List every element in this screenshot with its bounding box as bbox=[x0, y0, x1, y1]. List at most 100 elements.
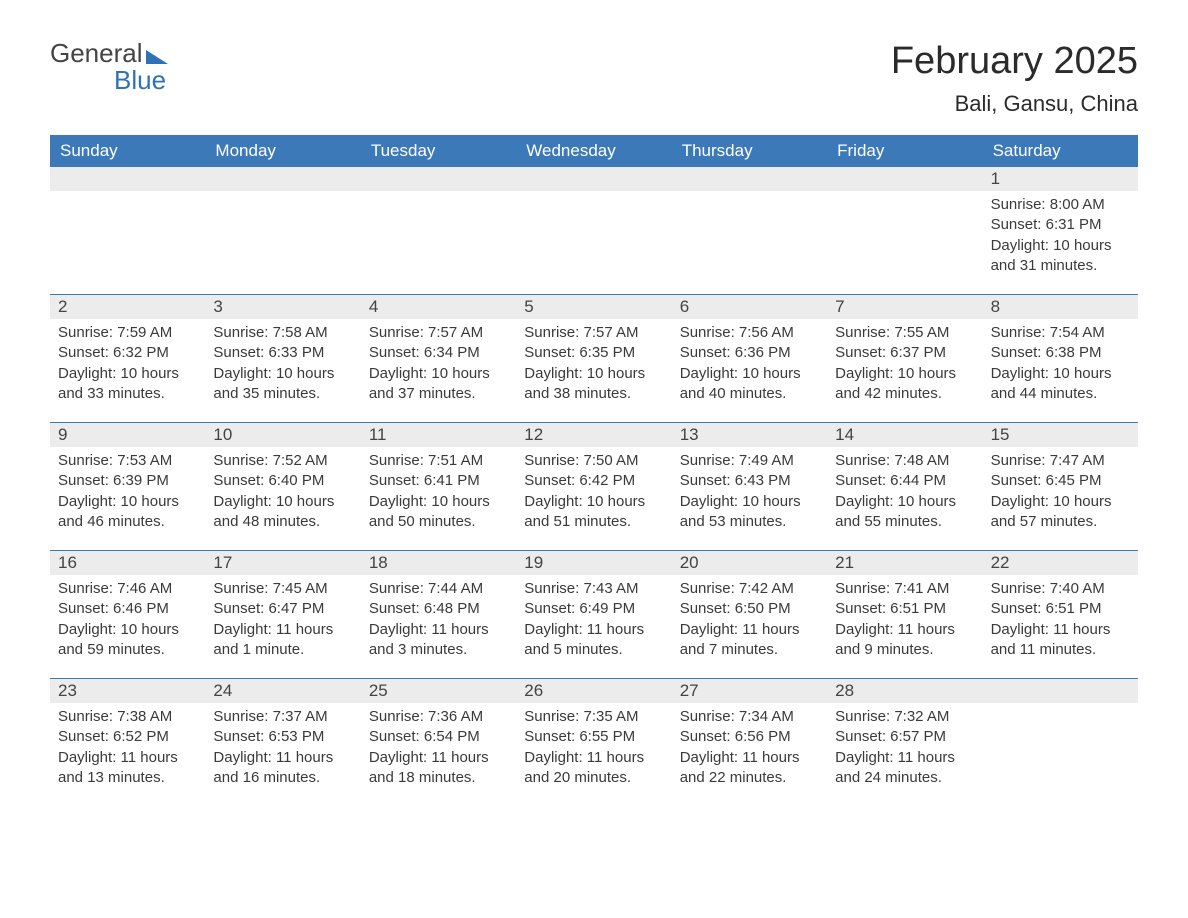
daylight-text: Daylight: 10 hours and 33 minutes. bbox=[58, 364, 197, 405]
day-cell: Sunrise: 7:55 AMSunset: 6:37 PMDaylight:… bbox=[827, 319, 982, 422]
sunrise-text: Sunrise: 7:45 AM bbox=[213, 579, 352, 599]
daylight-text: Daylight: 11 hours and 3 minutes. bbox=[369, 620, 508, 661]
weeks-container: 1Sunrise: 8:00 AMSunset: 6:31 PMDaylight… bbox=[50, 167, 1138, 806]
daylight-text: Daylight: 10 hours and 50 minutes. bbox=[369, 492, 508, 533]
day-number bbox=[983, 679, 1138, 703]
sunset-text: Sunset: 6:49 PM bbox=[524, 599, 663, 619]
sunrise-text: Sunrise: 7:32 AM bbox=[835, 707, 974, 727]
daylight-text: Daylight: 10 hours and 59 minutes. bbox=[58, 620, 197, 661]
day-cell: Sunrise: 7:53 AMSunset: 6:39 PMDaylight:… bbox=[50, 447, 205, 550]
logo-word-2: Blue bbox=[50, 67, 168, 94]
day-number: 3 bbox=[205, 295, 360, 319]
day-number: 6 bbox=[672, 295, 827, 319]
day-cell bbox=[205, 191, 360, 294]
day-cell: Sunrise: 8:00 AMSunset: 6:31 PMDaylight:… bbox=[983, 191, 1138, 294]
daylight-text: Daylight: 10 hours and 35 minutes. bbox=[213, 364, 352, 405]
day-cell: Sunrise: 7:32 AMSunset: 6:57 PMDaylight:… bbox=[827, 703, 982, 806]
day-cell: Sunrise: 7:52 AMSunset: 6:40 PMDaylight:… bbox=[205, 447, 360, 550]
sunrise-text: Sunrise: 7:49 AM bbox=[680, 451, 819, 471]
daylight-text: Daylight: 10 hours and 46 minutes. bbox=[58, 492, 197, 533]
day-cell: Sunrise: 7:47 AMSunset: 6:45 PMDaylight:… bbox=[983, 447, 1138, 550]
day-cell: Sunrise: 7:43 AMSunset: 6:49 PMDaylight:… bbox=[516, 575, 671, 678]
sunrise-text: Sunrise: 7:34 AM bbox=[680, 707, 819, 727]
sunset-text: Sunset: 6:57 PM bbox=[835, 727, 974, 747]
daylight-text: Daylight: 11 hours and 1 minute. bbox=[213, 620, 352, 661]
daylight-text: Daylight: 11 hours and 22 minutes. bbox=[680, 748, 819, 789]
sunset-text: Sunset: 6:45 PM bbox=[991, 471, 1130, 491]
day-cell: Sunrise: 7:58 AMSunset: 6:33 PMDaylight:… bbox=[205, 319, 360, 422]
day-number: 15 bbox=[983, 423, 1138, 447]
day-number: 8 bbox=[983, 295, 1138, 319]
daylight-text: Daylight: 11 hours and 7 minutes. bbox=[680, 620, 819, 661]
day-cell: Sunrise: 7:51 AMSunset: 6:41 PMDaylight:… bbox=[361, 447, 516, 550]
sunset-text: Sunset: 6:34 PM bbox=[369, 343, 508, 363]
day-cell: Sunrise: 7:46 AMSunset: 6:46 PMDaylight:… bbox=[50, 575, 205, 678]
daylight-text: Daylight: 10 hours and 37 minutes. bbox=[369, 364, 508, 405]
day-number: 14 bbox=[827, 423, 982, 447]
sunset-text: Sunset: 6:39 PM bbox=[58, 471, 197, 491]
sunrise-text: Sunrise: 7:40 AM bbox=[991, 579, 1130, 599]
sunset-text: Sunset: 6:56 PM bbox=[680, 727, 819, 747]
body-row: Sunrise: 8:00 AMSunset: 6:31 PMDaylight:… bbox=[50, 191, 1138, 294]
day-number bbox=[827, 167, 982, 191]
sunset-text: Sunset: 6:38 PM bbox=[991, 343, 1130, 363]
week-block: 1Sunrise: 8:00 AMSunset: 6:31 PMDaylight… bbox=[50, 167, 1138, 294]
day-number: 2 bbox=[50, 295, 205, 319]
dayhead-sat: Saturday bbox=[983, 135, 1138, 167]
day-cell: Sunrise: 7:45 AMSunset: 6:47 PMDaylight:… bbox=[205, 575, 360, 678]
daynum-row: 232425262728 bbox=[50, 679, 1138, 703]
day-number: 10 bbox=[205, 423, 360, 447]
day-number bbox=[672, 167, 827, 191]
body-row: Sunrise: 7:53 AMSunset: 6:39 PMDaylight:… bbox=[50, 447, 1138, 550]
sunrise-text: Sunrise: 7:59 AM bbox=[58, 323, 197, 343]
week-block: 232425262728Sunrise: 7:38 AMSunset: 6:52… bbox=[50, 678, 1138, 806]
sunset-text: Sunset: 6:55 PM bbox=[524, 727, 663, 747]
daylight-text: Daylight: 11 hours and 18 minutes. bbox=[369, 748, 508, 789]
day-number: 11 bbox=[361, 423, 516, 447]
sunset-text: Sunset: 6:42 PM bbox=[524, 471, 663, 491]
sunset-text: Sunset: 6:51 PM bbox=[835, 599, 974, 619]
sunset-text: Sunset: 6:36 PM bbox=[680, 343, 819, 363]
day-cell: Sunrise: 7:38 AMSunset: 6:52 PMDaylight:… bbox=[50, 703, 205, 806]
day-cell: Sunrise: 7:44 AMSunset: 6:48 PMDaylight:… bbox=[361, 575, 516, 678]
day-cell: Sunrise: 7:57 AMSunset: 6:35 PMDaylight:… bbox=[516, 319, 671, 422]
daylight-text: Daylight: 11 hours and 13 minutes. bbox=[58, 748, 197, 789]
day-cell: Sunrise: 7:36 AMSunset: 6:54 PMDaylight:… bbox=[361, 703, 516, 806]
day-cell: Sunrise: 7:50 AMSunset: 6:42 PMDaylight:… bbox=[516, 447, 671, 550]
sunrise-text: Sunrise: 7:50 AM bbox=[524, 451, 663, 471]
daynum-row: 9101112131415 bbox=[50, 423, 1138, 447]
sunset-text: Sunset: 6:44 PM bbox=[835, 471, 974, 491]
sunset-text: Sunset: 6:43 PM bbox=[680, 471, 819, 491]
sunset-text: Sunset: 6:32 PM bbox=[58, 343, 197, 363]
logo: General Blue bbox=[50, 40, 168, 95]
day-cell bbox=[50, 191, 205, 294]
day-cell: Sunrise: 7:59 AMSunset: 6:32 PMDaylight:… bbox=[50, 319, 205, 422]
day-number: 9 bbox=[50, 423, 205, 447]
daynum-row: 1 bbox=[50, 167, 1138, 191]
week-block: 16171819202122Sunrise: 7:46 AMSunset: 6:… bbox=[50, 550, 1138, 678]
day-number: 27 bbox=[672, 679, 827, 703]
day-number: 20 bbox=[672, 551, 827, 575]
daylight-text: Daylight: 10 hours and 51 minutes. bbox=[524, 492, 663, 533]
daylight-text: Daylight: 10 hours and 53 minutes. bbox=[680, 492, 819, 533]
sunrise-text: Sunrise: 7:53 AM bbox=[58, 451, 197, 471]
sunset-text: Sunset: 6:33 PM bbox=[213, 343, 352, 363]
day-number: 28 bbox=[827, 679, 982, 703]
day-number: 19 bbox=[516, 551, 671, 575]
sunrise-text: Sunrise: 7:42 AM bbox=[680, 579, 819, 599]
sunrise-text: Sunrise: 7:38 AM bbox=[58, 707, 197, 727]
daylight-text: Daylight: 11 hours and 16 minutes. bbox=[213, 748, 352, 789]
day-number: 1 bbox=[983, 167, 1138, 191]
sunrise-text: Sunrise: 7:48 AM bbox=[835, 451, 974, 471]
day-header-row: Sunday Monday Tuesday Wednesday Thursday… bbox=[50, 135, 1138, 167]
day-cell bbox=[672, 191, 827, 294]
day-cell: Sunrise: 7:35 AMSunset: 6:55 PMDaylight:… bbox=[516, 703, 671, 806]
daylight-text: Daylight: 10 hours and 31 minutes. bbox=[991, 236, 1130, 277]
day-cell: Sunrise: 7:57 AMSunset: 6:34 PMDaylight:… bbox=[361, 319, 516, 422]
day-number: 24 bbox=[205, 679, 360, 703]
daylight-text: Daylight: 11 hours and 5 minutes. bbox=[524, 620, 663, 661]
sunset-text: Sunset: 6:41 PM bbox=[369, 471, 508, 491]
sunset-text: Sunset: 6:47 PM bbox=[213, 599, 352, 619]
sunset-text: Sunset: 6:40 PM bbox=[213, 471, 352, 491]
month-title: February 2025 bbox=[891, 40, 1138, 83]
